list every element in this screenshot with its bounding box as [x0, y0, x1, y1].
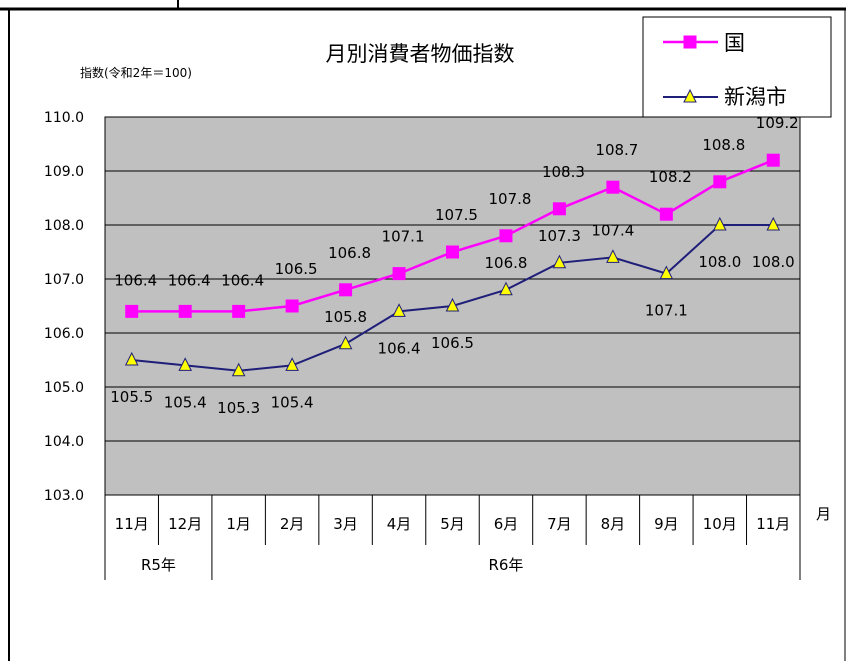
legend: 国 新潟市 [642, 16, 832, 118]
data-point-square [339, 283, 353, 297]
data-point-square [713, 175, 727, 189]
data-label-series-1: 106.4 [378, 339, 421, 357]
data-point-square [392, 267, 406, 281]
data-point-square [178, 304, 192, 318]
x-tick-label: 7月 [547, 515, 572, 533]
x-tick-label: 8月 [601, 515, 626, 533]
y-tick-label: 104.0 [44, 434, 84, 450]
x-tick-label: 11月 [756, 515, 790, 533]
data-label-series-0: 107.8 [488, 190, 531, 208]
data-label-series-0: 108.3 [542, 163, 585, 181]
data-point-square [552, 202, 566, 216]
data-point-triangle [499, 281, 513, 296]
data-label-series-0: 108.8 [702, 136, 745, 154]
data-point-triangle [552, 254, 567, 269]
gridlines [105, 116, 800, 496]
legend-item-1: 新潟市 [663, 85, 787, 109]
y-tick-label: 103.0 [44, 488, 84, 504]
y-tick-label: 107.0 [44, 272, 84, 288]
y-tick-labels: 110.0 109.0 108.0 107.0 106.0 105.0 104.0 103.0 [44, 110, 84, 504]
x-tick-label: 11月 [115, 515, 149, 533]
data-label-series-1: 105.4 [164, 393, 207, 411]
data-label-series-0: 106.5 [275, 260, 318, 278]
data-point-triangle [178, 357, 193, 371]
data-label-series-1: 108.0 [752, 253, 795, 271]
data-label-series-1: 105.3 [217, 399, 260, 417]
data-labels: 106.4 106.4 106.4 106.5 106.8 107.1 107.5 107.8… [110, 114, 798, 417]
x-tick-label: 5月 [440, 515, 465, 533]
data-label-series-1: 105.4 [271, 393, 314, 411]
data-label-series-0: 109.2 [756, 114, 799, 132]
data-point-square [606, 180, 620, 194]
data-label-series-1: 108.0 [698, 253, 741, 271]
data-point-triangle [124, 351, 139, 366]
data-point-triangle [392, 303, 406, 317]
data-point-triangle [712, 216, 727, 231]
x-tick-label: 2月 [280, 515, 305, 533]
data-point-triangle [285, 357, 299, 371]
data-label-series-0: 106.8 [328, 244, 371, 262]
data-label-series-0: 108.2 [649, 168, 692, 186]
y-tick-label: 106.0 [44, 326, 84, 342]
y-tick-label: 110.0 [44, 110, 84, 126]
data-point-triangle [659, 265, 674, 280]
data-label-series-0: 107.5 [435, 206, 478, 224]
x-tick-label: 1月 [226, 515, 251, 533]
data-label-series-0: 107.1 [382, 228, 425, 246]
x-tick-label: 6月 [494, 515, 519, 533]
data-label-series-0: 106.4 [168, 271, 211, 289]
data-label-series-1: 107.1 [645, 302, 688, 320]
year-group-label: R6年 [488, 556, 523, 574]
data-point-triangle [766, 216, 781, 231]
data-point-square [659, 207, 673, 221]
legend-box [642, 16, 832, 118]
data-label-series-0: 106.4 [221, 271, 264, 289]
data-point-square [446, 245, 459, 259]
data-label-series-1: 106.8 [484, 254, 527, 272]
data-label-series-1: 105.5 [110, 388, 153, 406]
x-tick-label: 12月 [168, 515, 202, 533]
data-point-square [125, 304, 139, 318]
data-point-square [232, 304, 246, 318]
y-tick-label: 105.0 [44, 380, 84, 396]
legend-square-marker-icon [683, 35, 697, 49]
data-point-triangle [231, 362, 246, 377]
data-point-square [766, 153, 780, 167]
data-point-triangle [338, 335, 353, 350]
y-tick-label: 108.0 [44, 218, 84, 234]
x-axis: 11月 12月 1月 2月 3月 4月 5月 6月 7月 8月 9月 10月 11月 R5年 R6年 [104, 495, 801, 580]
legend-label-1: 新潟市 [724, 85, 787, 109]
year-group-label: R5年 [141, 556, 176, 574]
data-point-square [499, 229, 513, 243]
legend-triangle-marker-icon [683, 88, 697, 103]
y-axis-label: 指数(令和2年＝100) [80, 65, 192, 80]
data-point-triangle [606, 249, 620, 263]
data-label-series-0: 106.4 [114, 271, 157, 289]
x-tick-label: 10月 [703, 515, 737, 533]
data-point-triangle [445, 297, 460, 312]
chart-title: 月別消費者物価指数 [326, 42, 515, 66]
y-tick-label: 109.0 [44, 164, 84, 180]
x-axis-unit-label: 月 [816, 505, 831, 523]
series-layer [124, 153, 781, 377]
legend-item-0: 国 [663, 31, 745, 55]
x-tick-label: 9月 [654, 515, 679, 533]
x-tick-label: 3月 [333, 515, 358, 533]
data-label-series-1: 106.5 [431, 334, 474, 352]
data-label-series-1: 107.4 [591, 221, 634, 239]
x-tick-label: 4月 [387, 515, 412, 533]
data-label-series-1: 107.3 [538, 227, 581, 245]
data-point-square [285, 299, 299, 313]
data-label-series-0: 108.7 [595, 141, 638, 159]
legend-label-0: 国 [724, 31, 745, 55]
data-label-series-1: 105.8 [324, 308, 367, 326]
